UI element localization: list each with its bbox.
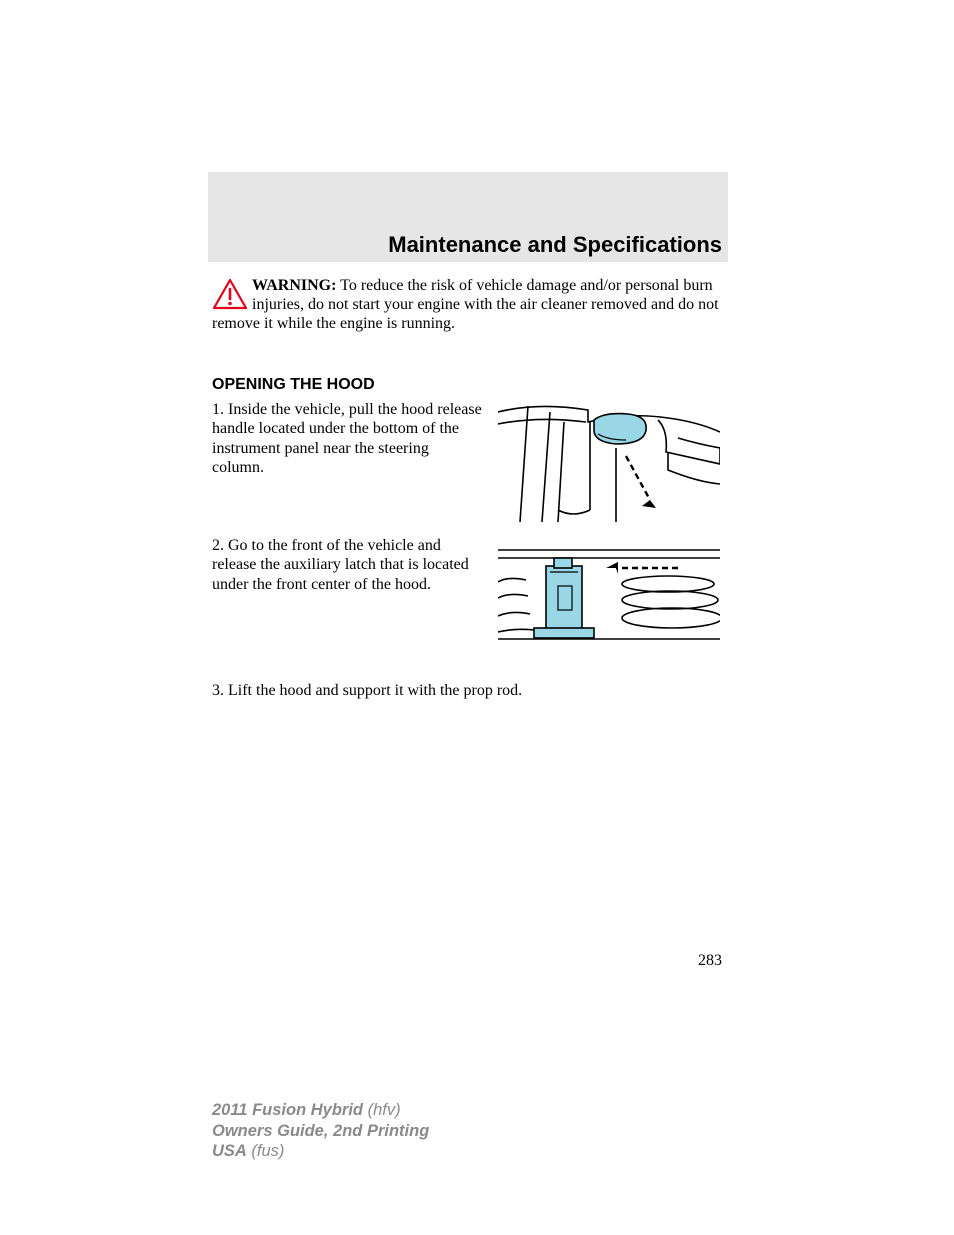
footer-code-1: (hfv): [363, 1101, 401, 1119]
step-3-text: 3. Lift the hood and support it with the…: [212, 681, 720, 701]
footer-model: 2011 Fusion Hybrid: [212, 1101, 363, 1119]
warning-label: WARNING:: [252, 277, 336, 294]
section-heading: OPENING THE HOOD: [212, 376, 720, 394]
page-number: 283: [698, 952, 722, 970]
page: Maintenance and Specifications WARNING: …: [0, 0, 954, 1235]
figure-hood-latch-front: [498, 536, 720, 641]
step-2-text: 2. Go to the front of the vehicle and re…: [212, 536, 482, 595]
figure-hood-release-interior: [498, 400, 720, 522]
warning-triangle-icon: [212, 278, 248, 310]
step-2-block: 2. Go to the front of the vehicle and re…: [212, 536, 720, 641]
footer-line-1: 2011 Fusion Hybrid (hfv): [212, 1100, 429, 1121]
step-1-text: 1. Inside the vehicle, pull the hood rel…: [212, 400, 482, 478]
footer-guide: Owners Guide, 2nd Printing: [212, 1122, 429, 1140]
footer-line-2: Owners Guide, 2nd Printing: [212, 1121, 429, 1142]
step-1-block: 1. Inside the vehicle, pull the hood rel…: [212, 400, 720, 522]
footer-region: USA: [212, 1142, 247, 1160]
footer-code-2: (fus): [247, 1142, 285, 1160]
footer: 2011 Fusion Hybrid (hfv) Owners Guide, 2…: [212, 1100, 429, 1162]
footer-line-3: USA (fus): [212, 1141, 429, 1162]
content-area: WARNING: To reduce the risk of vehicle d…: [212, 272, 720, 700]
warning-box: WARNING: To reduce the risk of vehicle d…: [212, 276, 720, 334]
chapter-title: Maintenance and Specifications: [388, 232, 722, 258]
